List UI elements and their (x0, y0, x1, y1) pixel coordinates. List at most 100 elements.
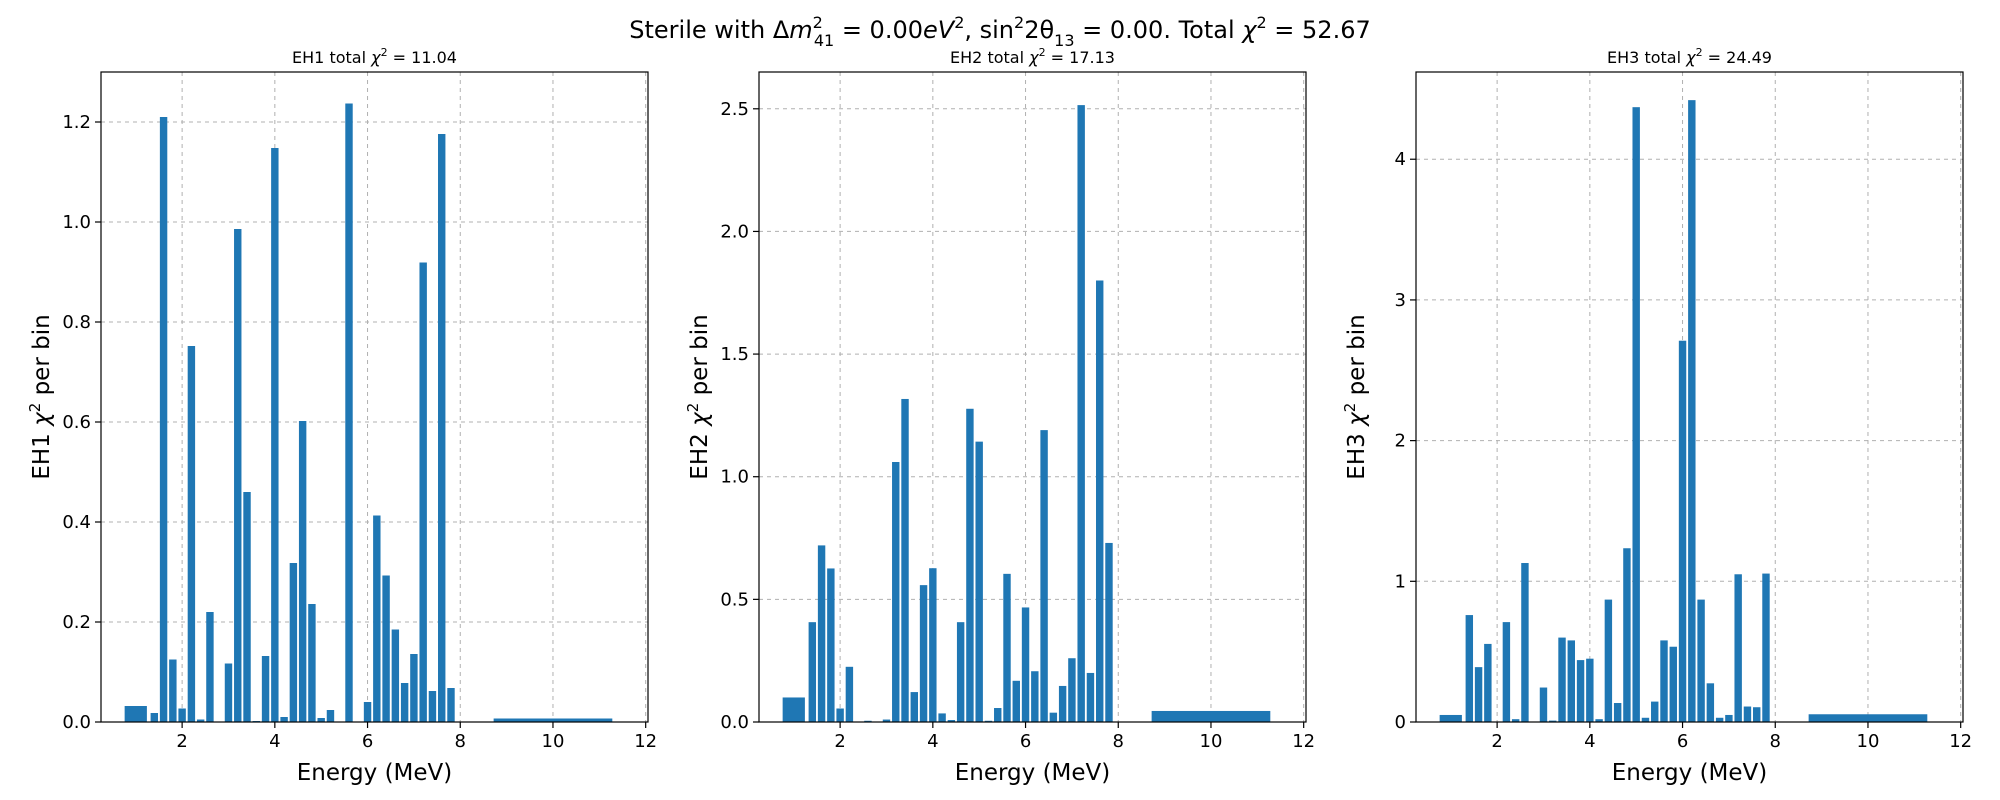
bar-eh2-bin-22 (1003, 573, 1011, 722)
bar-eh3-bin-28 (1715, 717, 1724, 722)
bar-eh3-bin-29 (1725, 714, 1733, 722)
x-axis-label: Energy (MeV) (955, 760, 1111, 786)
x-tick-label: 12 (1292, 731, 1315, 752)
bar-eh3-bin-23 (1669, 646, 1677, 722)
y-axis-label: EH1 χ2 per bin (26, 314, 55, 479)
bar-eh2-bin-2 (817, 545, 826, 722)
bar-eh3-bin-10 (1549, 720, 1557, 722)
bar-eh1-bin-25 (373, 515, 381, 722)
bar-eh1-bin-16 (289, 563, 298, 722)
bar-eh1-bin-19 (317, 718, 325, 722)
bar-eh1-bin-27 (391, 629, 400, 722)
bar-eh1-bin-6 (196, 719, 205, 722)
bar-eh3-bin-18 (1623, 548, 1631, 722)
bar-eh3-bin-27 (1706, 683, 1715, 722)
bar-eh1-bin-2 (159, 117, 168, 722)
bar-eh2-bin-25 (1031, 671, 1039, 722)
bar-eh3-bin-17 (1613, 703, 1622, 722)
bar-eh2-bin-16 (947, 720, 956, 722)
bar-eh1-bin-11 (243, 492, 251, 722)
bar-eh1-bin-33 (447, 688, 455, 722)
bar-eh1-bin-17 (298, 421, 307, 722)
x-tick-label: 4 (269, 731, 280, 752)
bar-eh3-bin-9 (1539, 687, 1548, 722)
bar-eh3-bin-24 (1678, 340, 1687, 722)
y-tick-label: 0.0 (62, 712, 91, 733)
bar-eh3-bin-32 (1753, 707, 1761, 722)
bar-eh1-bin-9 (224, 663, 233, 722)
bar-eh3-bin-21 (1651, 701, 1659, 722)
y-tick-label: 0.8 (62, 312, 91, 333)
axes-frame (100, 71, 649, 723)
x-tick-label: 8 (1113, 731, 1124, 752)
bar-eh3-bin-14 (1586, 658, 1594, 722)
bar-eh2-bin-23 (1012, 680, 1020, 722)
bar-eh2-bin-24 (1021, 607, 1030, 722)
bar-eh1-bin-35 (493, 718, 613, 722)
y-tick-label: 2.0 (720, 221, 749, 242)
bar-eh2-bin-10 (892, 462, 900, 722)
bar-eh1-bin-13 (261, 656, 270, 722)
bar-eh1-bin-4 (178, 708, 186, 722)
bar-eh3-bin-6 (1511, 719, 1520, 722)
x-tick-label: 12 (1949, 731, 1972, 752)
y-tick-label: 1.2 (62, 112, 91, 133)
bar-eh3-bin-31 (1743, 706, 1752, 722)
bar-eh2-bin-3 (827, 568, 835, 722)
bar-eh2-bin-7 (864, 720, 872, 722)
bar-eh3-bin-25 (1688, 100, 1696, 722)
bar-eh1-bin-0 (124, 706, 147, 722)
bar-eh2-bin-0 (782, 697, 805, 722)
axes-frame (1415, 71, 1964, 723)
bar-eh2-bin-33 (1105, 542, 1113, 722)
bar-eh1-bin-24 (363, 702, 372, 722)
axes-frame (758, 71, 1307, 723)
x-axis-label: Energy (MeV) (1612, 760, 1768, 786)
bar-eh1-bin-26 (382, 575, 390, 722)
x-tick-label: 4 (927, 731, 938, 752)
x-axis-label: Energy (MeV) (297, 760, 453, 786)
bar-eh2-bin-18 (966, 408, 974, 722)
y-tick-label: 3 (1395, 290, 1406, 311)
y-tick-label: 0.5 (720, 589, 749, 610)
y-axis-label: EH3 χ2 per bin (1341, 314, 1370, 479)
bar-eh1-bin-28 (400, 683, 409, 722)
x-tick-label: 6 (1020, 731, 1031, 752)
bar-eh2-bin-17 (956, 622, 965, 722)
bar-eh2-bin-19 (975, 441, 983, 722)
y-tick-label: 4 (1395, 149, 1406, 170)
bar-eh2-bin-13 (919, 585, 928, 722)
y-tick-label: 2.5 (720, 99, 749, 120)
x-tick-label: 2 (176, 731, 187, 752)
bar-eh1-bin-7 (206, 612, 214, 722)
panel-title: EH3 total χ2 = 24.49 (1607, 46, 1772, 67)
bar-eh1-bin-15 (280, 717, 288, 722)
bar-eh2-bin-29 (1068, 658, 1076, 722)
bar-eh3-bin-5 (1502, 622, 1511, 722)
bar-eh2-bin-35 (1151, 710, 1271, 722)
x-tick-label: 2 (834, 731, 845, 752)
y-tick-label: 0.6 (62, 412, 91, 433)
bar-eh3-bin-13 (1576, 660, 1585, 722)
bar-eh1-bin-1 (150, 713, 159, 722)
y-tick-label: 1.0 (720, 467, 749, 488)
panel-eh2: 2 4 6 8 10 12 0.0 0.5 1.0 1.5 2.0 2.5 Energy (MeV) EH… (684, 46, 1315, 786)
bar-eh3-bin-20 (1641, 717, 1650, 722)
y-tick-label: 1.0 (62, 212, 91, 233)
panel-eh1: 2 4 6 8 10 12 0.0 0.2 0.4 0.6 0.8 1.0 1.2 Energy (MeV… (26, 46, 657, 786)
y-tick-label: 0.0 (720, 712, 749, 733)
x-tick-label: 6 (1677, 731, 1688, 752)
y-tick-label: 0.2 (62, 612, 91, 633)
bar-eh2-bin-15 (938, 713, 946, 722)
bar-eh3-bin-35 (1808, 714, 1928, 722)
bar-eh2-bin-9 (882, 719, 891, 722)
x-tick-label: 4 (1584, 731, 1595, 752)
bar-eh1-bin-18 (308, 604, 316, 722)
bar-eh2-bin-30 (1077, 105, 1085, 722)
bar-eh3-bin-16 (1604, 599, 1613, 722)
y-tick-label: 0 (1395, 712, 1406, 733)
bar-eh3-bin-33 (1762, 573, 1770, 722)
